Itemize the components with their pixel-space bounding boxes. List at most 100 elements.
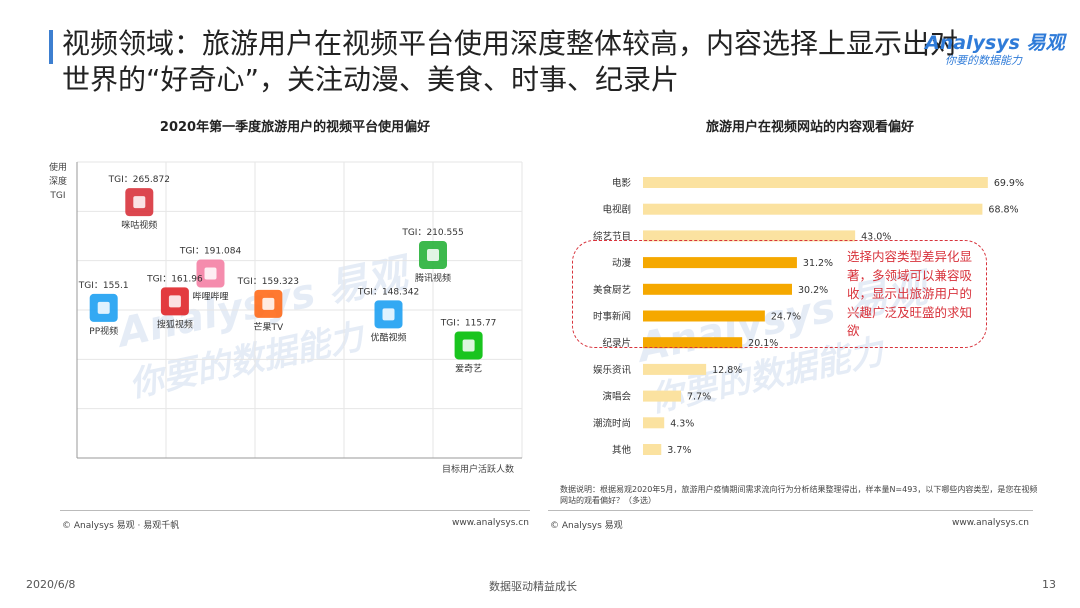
scatter-point[interactable]: TGI：159.323 芒果TV xyxy=(237,277,299,333)
bar-category-label: 电视剧 xyxy=(602,204,631,216)
bar-value-label: 43.0% xyxy=(861,231,891,242)
bar-row[interactable]: 电影 69.9% xyxy=(612,177,1024,189)
bar-row[interactable]: 纪录片 20.1% xyxy=(602,337,778,349)
data-note: 数据说明：根据易观2020年5月，旅游用户疫情期间需求流向行为分析结果整理得出，… xyxy=(560,485,1038,505)
scatter-tgi-label: TGI：210.555 xyxy=(401,228,463,238)
pp-logo-icon xyxy=(89,293,118,322)
analysys-logo: Analysys 易观 你要的数据能力 xyxy=(925,28,1065,72)
callout-text: 选择内容类型差异化显著，多领域可以兼容吸收，显示出旅游用户的兴趣广泛及旺盛的求知… xyxy=(847,249,973,338)
bar-value-label: 3.7% xyxy=(667,445,691,456)
bar-value-label: 7.7% xyxy=(687,392,711,403)
bar-value-label: 4.3% xyxy=(670,418,694,429)
scatter-y-label: 使用 xyxy=(49,161,67,173)
bar-row[interactable]: 综艺节目 43.0% xyxy=(593,230,891,242)
tencent-video-logo-icon xyxy=(419,240,447,269)
scatter-point[interactable]: TGI：161.96 搜狐视频 xyxy=(146,274,203,330)
bar-row[interactable]: 电视剧 68.8% xyxy=(602,203,1019,216)
youku-logo-icon xyxy=(374,300,403,329)
page-title: 视频领域：旅游用户在视频平台使用深度整体较高，内容选择上显示出对世界的“好奇心”… xyxy=(62,27,959,96)
footer-left-url[interactable]: www.analysys.cn xyxy=(452,518,529,528)
bar xyxy=(643,444,662,455)
bar-row[interactable]: 美食厨艺 30.2% xyxy=(593,283,828,296)
logo-sub-text: 你要的数据能力 xyxy=(945,54,1022,67)
scatter-point-name: 搜狐视频 xyxy=(157,318,193,330)
logo-main-text: Analysys 易观 xyxy=(925,32,1065,54)
footer-right-copyright: © Analysys 易观 xyxy=(550,521,623,531)
scatter-point[interactable]: TGI：191.084 哔哩哔哩 xyxy=(179,247,242,303)
sohu-logo-icon xyxy=(160,287,189,316)
scatter-point[interactable]: TGI：115.77 爱奇艺 xyxy=(440,318,497,374)
bar-value-label: 30.2% xyxy=(798,285,828,296)
bar xyxy=(643,230,856,242)
bar-category-label: 美食厨艺 xyxy=(593,284,631,296)
bar-category-label: 纪录片 xyxy=(602,337,631,349)
scatter-point-name: 咪咕视频 xyxy=(121,219,157,231)
migu-logo-icon xyxy=(125,188,154,217)
scatter-y-label: 深度 xyxy=(49,175,67,187)
scatter-tgi-label: TGI：159.323 xyxy=(237,277,299,287)
scatter-y-label: TGI xyxy=(49,191,65,201)
bar-value-label: 69.9% xyxy=(994,178,1024,189)
bar-value-label: 68.8% xyxy=(988,205,1018,216)
scatter-point[interactable]: TGI：148.342 优酷视频 xyxy=(357,287,419,343)
scatter-tgi-label: TGI：155.1 xyxy=(78,281,129,291)
bar xyxy=(643,177,988,188)
bar xyxy=(643,337,743,349)
bar-row[interactable]: 潮流时尚 4.3% xyxy=(593,417,694,429)
scatter-point-name: 芒果TV xyxy=(254,321,284,333)
scatter-chart-svg: 使用深度 TGI 目标用户活跃人数 TGI：265.872 咪咕视频 TGI：191.08… xyxy=(49,161,523,475)
bar xyxy=(643,283,792,295)
scatter-point-name: 腾讯视频 xyxy=(415,272,451,284)
bilibili-logo-icon xyxy=(196,259,225,288)
bar-category-label: 其他 xyxy=(612,444,632,456)
footer-divider-left xyxy=(60,510,530,511)
bar-category-label: 娱乐资讯 xyxy=(593,364,632,376)
bar-chart: 电影 69.9% 电视剧 68.8% 综艺节目 43.0% 动漫 31.2% 美食厨艺 30.2%… xyxy=(555,150,1055,490)
bar-row[interactable]: 动漫 31.2% xyxy=(612,257,833,269)
bar xyxy=(643,203,983,215)
scatter-point[interactable]: TGI：210.555 腾讯视频 xyxy=(401,228,463,284)
scatter-tgi-label: TGI：191.084 xyxy=(179,247,242,257)
bar-value-label: 24.7% xyxy=(771,312,801,323)
scatter-tgi-label: TGI：265.872 xyxy=(108,175,170,185)
scatter-chart: 使用深度 TGI 目标用户活跃人数 TGI：265.872 咪咕视频 TGI：191.08… xyxy=(40,150,540,480)
scatter-point[interactable]: TGI：265.872 咪咕视频 xyxy=(108,175,170,231)
bar-category-label: 动漫 xyxy=(612,257,632,269)
bar-row[interactable]: 演唱会 7.7% xyxy=(602,390,711,403)
bar-category-label: 潮流时尚 xyxy=(593,417,631,429)
scatter-tgi-label: TGI：115.77 xyxy=(440,318,497,328)
bar-value-label: 31.2% xyxy=(803,258,833,269)
bar-value-label: 12.8% xyxy=(712,365,742,376)
scatter-tgi-label: TGI：148.342 xyxy=(357,287,419,297)
mango-logo-icon xyxy=(254,289,283,318)
bar-row[interactable]: 娱乐资讯 12.8% xyxy=(593,363,742,376)
bar-category-label: 演唱会 xyxy=(602,391,631,403)
scatter-tgi-label: TGI：161.96 xyxy=(146,274,203,284)
title-accent-bar xyxy=(49,30,53,64)
scatter-x-label: 目标用户活跃人数 xyxy=(442,463,514,475)
bar-category-label: 综艺节目 xyxy=(593,230,631,242)
slide-date: 2020/6/8 xyxy=(26,578,76,591)
scatter-point-name: 爱奇艺 xyxy=(455,362,482,374)
bar-row[interactable]: 时事新闻 24.7% xyxy=(593,310,801,323)
bar-value-label: 20.1% xyxy=(748,338,778,349)
bar xyxy=(643,390,681,402)
bar-row[interactable]: 其他 3.7% xyxy=(612,444,691,456)
scatter-point[interactable]: TGI：155.1 PP视频 xyxy=(78,281,129,337)
scatter-chart-title: 2020年第一季度旅游用户的视频平台使用偏好 xyxy=(159,120,431,135)
scatter-point-name: PP视频 xyxy=(89,325,118,337)
scatter-point-name: 优酷视频 xyxy=(370,331,406,343)
footer-right-url[interactable]: www.analysys.cn xyxy=(952,518,1029,528)
slide-slogan: 数据驱动精益成长 xyxy=(489,580,577,593)
footer-divider-right xyxy=(548,510,1033,511)
bar xyxy=(643,257,797,269)
bar xyxy=(643,363,707,375)
footer-left-copyright: © Analysys 易观 · 易观千帆 xyxy=(62,521,180,531)
iqiyi-logo-icon xyxy=(454,331,483,360)
bar-category-label: 时事新闻 xyxy=(593,311,631,323)
page-number: 13 xyxy=(1042,578,1056,591)
bar xyxy=(643,417,665,429)
bar-chart-svg: 电影 69.9% 电视剧 68.8% 综艺节目 43.0% 动漫 31.2% 美食厨艺 30.2%… xyxy=(593,177,1024,456)
bar xyxy=(643,310,765,322)
callout-box xyxy=(572,240,987,348)
